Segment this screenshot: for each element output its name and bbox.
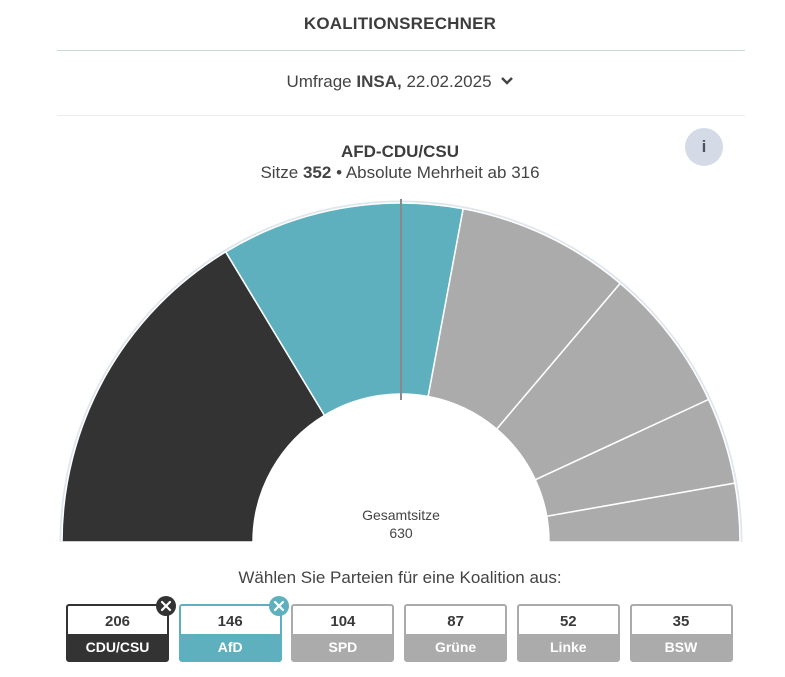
party-button-afd[interactable]: 146 AfD bbox=[178, 596, 289, 662]
close-icon[interactable] bbox=[156, 596, 176, 616]
party-button-cdu-csu[interactable]: 206 CDU/CSU bbox=[66, 596, 176, 662]
total-seats-value: 630 bbox=[389, 525, 413, 541]
party-label: Linke bbox=[518, 634, 618, 660]
party-label: AfD bbox=[180, 634, 280, 660]
total-seats-label: Gesamtsitze bbox=[362, 507, 440, 523]
party-seats: 52 bbox=[518, 606, 618, 638]
party-label: CDU/CSU bbox=[68, 634, 167, 660]
coalition-name: AFD-CDU/CSU bbox=[340, 142, 460, 161]
info-button[interactable]: i bbox=[685, 128, 723, 166]
party-seats: 206 bbox=[68, 606, 167, 638]
party-label: BSW bbox=[631, 634, 731, 660]
close-icon[interactable] bbox=[268, 596, 289, 616]
party-button-gr-ne[interactable]: 87 Grüne bbox=[404, 604, 508, 662]
party-seats: 87 bbox=[406, 606, 506, 638]
slice-cdu-csu bbox=[61, 250, 326, 543]
seats-label: Sitze bbox=[260, 163, 299, 182]
party-button-spd[interactable]: 104 SPD bbox=[291, 604, 395, 662]
seat-distribution-chart: Gesamtsitze 630 bbox=[59, 199, 743, 543]
majority-text: • Absolute Mehrheit ab 316 bbox=[336, 163, 540, 182]
seats-value: 352 bbox=[302, 163, 332, 182]
poll-date: 22.02.2025 bbox=[406, 72, 492, 91]
poll-selector[interactable]: Umfrage INSA, 22.02.2025 bbox=[0, 72, 785, 92]
party-label: SPD bbox=[293, 634, 393, 660]
party-select-prompt: Wählen Sie Parteien für eine Koalition a… bbox=[238, 568, 562, 587]
party-label: Grüne bbox=[406, 634, 506, 660]
divider bbox=[57, 115, 745, 116]
page-title: KOALITIONSRECHNER bbox=[303, 14, 497, 33]
poll-institute: INSA, bbox=[356, 72, 402, 91]
party-seats: 35 bbox=[631, 606, 731, 638]
slice-afd bbox=[224, 202, 465, 417]
slice-bsw bbox=[545, 482, 741, 543]
party-seats: 146 bbox=[180, 606, 280, 638]
poll-prefix: Umfrage bbox=[286, 72, 352, 91]
chevron-down-icon bbox=[500, 71, 514, 91]
divider bbox=[57, 50, 745, 51]
party-button-linke[interactable]: 52 Linke bbox=[516, 604, 620, 662]
coalition-seats: Sitze 352 • Absolute Mehrheit ab 316 bbox=[0, 163, 785, 183]
party-button-bsw[interactable]: 35 BSW bbox=[629, 604, 733, 662]
party-seats: 104 bbox=[293, 606, 393, 638]
